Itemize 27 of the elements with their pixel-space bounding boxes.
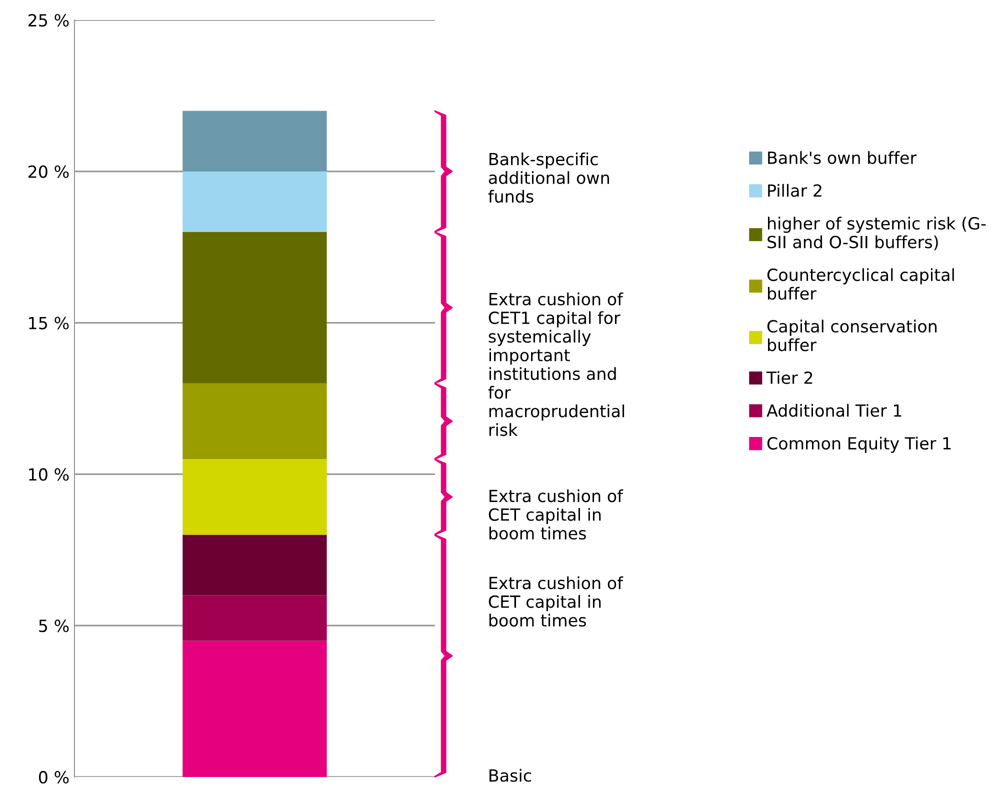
text: Extra cushion of CET capital in boom times <box>488 576 624 627</box>
text: Bank-specific additional own funds <box>488 152 609 203</box>
bar <box>182 383 327 460</box>
legend-label: Capital conservation buffer <box>767 320 937 352</box>
bar <box>182 459 327 535</box>
y-tick-label: 15 % <box>29 316 69 330</box>
bar <box>182 232 327 384</box>
y-tick-label: 5 % <box>39 620 69 632</box>
y-tick-label: 10 % <box>29 468 69 481</box>
legend-label: Countercyclical capital buffer <box>767 268 954 300</box>
bar <box>182 534 327 596</box>
y-tick-label: 20 % <box>28 165 69 178</box>
y-tick-label: 0 % <box>38 770 69 784</box>
legend-label: Tier 2 <box>766 371 812 384</box>
legend-label: Additional Tier 1 <box>766 404 902 417</box>
legend-label: Common Equity Tier 1 <box>767 436 951 453</box>
bar <box>182 171 327 232</box>
text: Basic <box>490 768 532 782</box>
text: Extra cushion of CET1 capital for systemically important institutions and for macroprudential risk <box>488 292 624 436</box>
y-tick-label: 25 % <box>28 14 69 27</box>
text: Extra cushion of CET capital in boom times <box>488 489 624 540</box>
legend-label: Bank's own buffer <box>768 151 917 164</box>
legend-label: higher of systemic risk (G- SII and O-SII buffers) <box>768 216 986 250</box>
bar <box>182 595 327 641</box>
bar <box>182 110 327 172</box>
legend-label: Pillar 2 <box>768 184 822 197</box>
bar <box>182 640 327 777</box>
